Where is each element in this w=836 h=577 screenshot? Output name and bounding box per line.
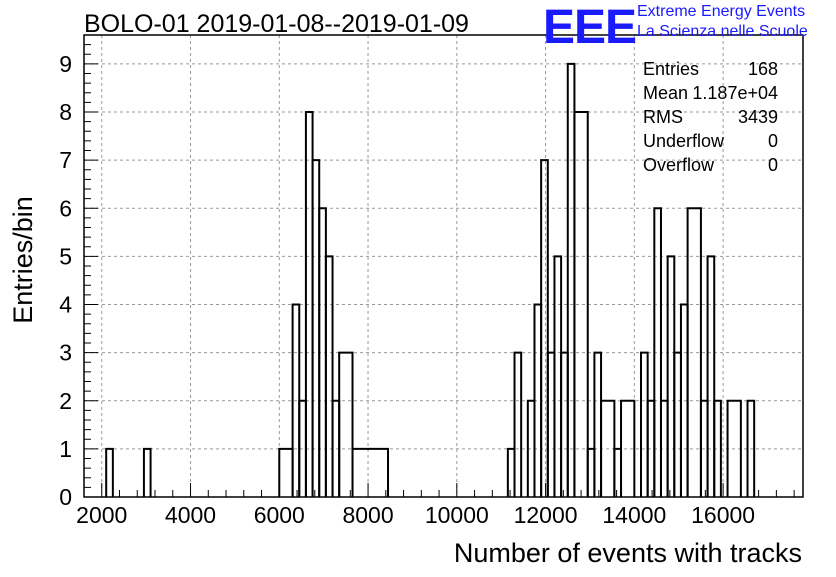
x-axis-label: Number of events with tracks	[453, 538, 802, 568]
histogram-bin	[686, 207, 702, 497]
histogram-bin	[278, 447, 294, 497]
stats-box: Entries 168 Mean 1.187e+04 RMS 3439 Underfl…	[640, 57, 778, 177]
x-tick-label: 8000	[342, 502, 393, 528]
eee-logo-text: Extreme Energy Events La Scienza nelle S…	[637, 2, 808, 42]
stats-label: Mean	[643, 83, 689, 103]
histogram-bin	[540, 159, 549, 497]
stats-row: Overflow 0	[640, 153, 778, 177]
stats-label: Overflow	[643, 155, 715, 175]
stats-label: Entries	[643, 59, 700, 79]
histogram-bin	[351, 447, 390, 497]
y-tick-label: 9	[59, 51, 72, 77]
histogram-bin	[573, 111, 589, 497]
histogram-bin	[105, 447, 114, 497]
histogram-bin	[142, 447, 152, 497]
stats-label: RMS	[643, 107, 683, 127]
stats-row: RMS 3439	[640, 105, 778, 129]
histogram-bin	[620, 399, 636, 497]
y-tick-label: 5	[59, 243, 72, 269]
x-tick-label: 2000	[76, 502, 127, 528]
stats-row: Underflow 0	[640, 129, 778, 153]
histogram-bin	[746, 399, 756, 497]
y-axis-label: Entries/bin	[8, 196, 38, 324]
plot-title: BOLO-01 2019-01-08--2019-01-09	[84, 10, 469, 38]
logo-line-1: Extreme Energy Events	[637, 3, 806, 20]
stats-label: Underflow	[643, 131, 725, 151]
y-tick-label: 3	[59, 340, 72, 366]
histogram-bin	[338, 351, 354, 497]
y-tick-label: 7	[59, 147, 72, 173]
x-tick-label: 4000	[165, 502, 216, 528]
x-tick-label: 12000	[514, 502, 578, 528]
y-tick-label: 2	[59, 388, 72, 414]
y-tick-label: 1	[59, 436, 72, 462]
x-tick-label: 16000	[691, 502, 755, 528]
histogram-bin	[713, 399, 722, 497]
stats-row: Mean 1.187e+04	[640, 81, 778, 105]
x-tick-label: 10000	[425, 502, 489, 528]
stats-value: 168	[747, 59, 778, 79]
x-tick-label: 6000	[254, 502, 305, 528]
stats-value: 3439	[737, 107, 778, 127]
stats-row: Entries 168	[640, 57, 778, 81]
histogram-bin	[324, 255, 334, 497]
histogram-bin	[653, 207, 662, 497]
y-tick-label: 6	[59, 195, 72, 221]
logo-line-2: La Scienza nelle Scuole	[637, 23, 808, 40]
stats-value: 0	[767, 131, 778, 151]
x-tick-label: 14000	[602, 502, 666, 528]
y-tick-label: 0	[59, 484, 72, 510]
histogram-bin	[726, 399, 742, 497]
y-tick-label: 4	[59, 292, 72, 318]
stats-value: 1.187e+04	[692, 83, 778, 103]
stats-value: 0	[767, 155, 778, 175]
histogram-bin	[513, 351, 523, 497]
eee-logo: EEE	[543, 1, 637, 54]
histogram-bin	[706, 255, 716, 497]
y-tick-label: 8	[59, 99, 72, 125]
